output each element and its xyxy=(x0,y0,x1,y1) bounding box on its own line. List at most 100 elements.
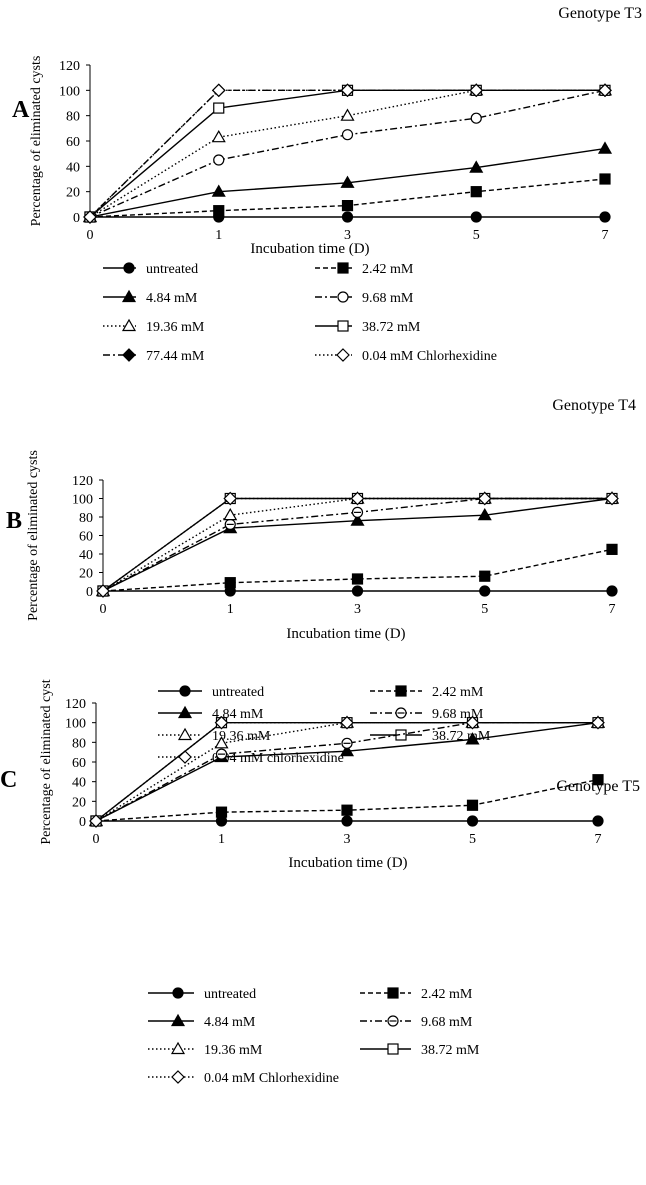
series-0 xyxy=(97,585,618,597)
data-point xyxy=(341,804,353,816)
legend-item: 9.68 mM xyxy=(370,707,484,722)
data-point-shape xyxy=(223,507,238,521)
data-point-shape xyxy=(597,141,613,154)
legend-marker xyxy=(178,750,192,764)
y-tick-label: 20 xyxy=(79,567,93,582)
data-point-shape xyxy=(465,715,480,730)
data-point xyxy=(599,211,611,223)
y-tick-label: 120 xyxy=(59,59,80,74)
legend-marker-shape xyxy=(178,750,192,764)
data-point-shape xyxy=(351,585,364,597)
data-point-shape xyxy=(341,211,354,223)
legend-marker xyxy=(387,1015,399,1027)
legend-marker xyxy=(177,727,193,741)
legend-marker xyxy=(395,685,407,697)
legend-label: 38.72 mM xyxy=(421,1043,480,1058)
data-point-shape xyxy=(341,200,354,212)
data-point-shape xyxy=(592,774,604,786)
data-point-shape xyxy=(465,732,480,745)
data-point xyxy=(215,748,228,760)
legend-marker xyxy=(395,707,407,719)
y-tick-label: 60 xyxy=(66,135,80,150)
data-point-shape xyxy=(213,102,225,114)
data-point-shape xyxy=(211,184,226,197)
data-point xyxy=(470,211,482,223)
data-point xyxy=(211,184,226,197)
y-tick-label: 0 xyxy=(86,585,93,600)
legend-marker xyxy=(336,348,350,362)
x-tick-label: 0 xyxy=(100,602,107,617)
legend-item: 19.36 mM xyxy=(148,1041,263,1058)
chart-panel-a: Genotype T3 A 0 20 40 60 80 100 120 Percentage of… xyxy=(12,5,642,364)
legend-label: 4.84 mM xyxy=(146,291,198,306)
legend-label: 0.04 mM Chlorhexidine xyxy=(204,1071,339,1086)
data-point-shape xyxy=(469,83,484,98)
legend-marker-shape xyxy=(177,705,193,719)
x-tick-label: 5 xyxy=(469,832,476,847)
data-point-shape xyxy=(213,205,225,217)
legend-item: 19.36 mM xyxy=(103,318,205,335)
legend-marker-shape xyxy=(395,685,407,697)
data-point xyxy=(469,83,484,98)
data-point-shape xyxy=(469,160,484,173)
y-tick-label: 100 xyxy=(65,717,86,732)
data-point-shape xyxy=(599,211,611,223)
data-point xyxy=(341,737,353,749)
legend-label: 9.68 mM xyxy=(421,1015,473,1030)
legend-marker xyxy=(337,320,349,332)
legend-marker xyxy=(121,289,137,303)
legend-marker-shape xyxy=(171,1070,185,1084)
legend-label: 0.04 mM chlorhexidine xyxy=(212,751,344,766)
legend-item: 2.42 mM xyxy=(370,685,484,700)
y-tick-label: 100 xyxy=(59,84,80,99)
panel-letter: A xyxy=(12,97,30,123)
data-point xyxy=(214,715,229,730)
data-point-shape xyxy=(340,715,354,730)
y-tick-label: 0 xyxy=(79,815,86,830)
data-point xyxy=(599,173,611,185)
legend-label: 2.42 mM xyxy=(432,685,484,700)
series-7 xyxy=(83,83,612,224)
series-line xyxy=(102,548,613,592)
data-point-shape xyxy=(598,83,612,98)
legend: untreated 2.42 mM 4.84 mM 9.68 mM 19.36 mM 38… xyxy=(103,262,497,364)
data-point xyxy=(606,585,618,597)
data-point xyxy=(350,491,365,506)
x-tick-label: 1 xyxy=(215,228,222,243)
data-point-shape xyxy=(591,715,605,730)
data-point-shape xyxy=(350,513,365,526)
data-point xyxy=(340,108,355,121)
legend-marker xyxy=(387,987,399,999)
data-point xyxy=(592,815,604,827)
legend-label: untreated xyxy=(212,685,264,700)
legend-marker-shape xyxy=(387,1043,399,1055)
legend-marker-shape xyxy=(337,262,349,274)
data-point xyxy=(341,200,354,212)
legend-item: 2.42 mM xyxy=(360,987,473,1002)
data-point xyxy=(224,518,236,531)
legend-label: 2.42 mM xyxy=(362,262,414,277)
data-point-shape xyxy=(606,543,618,555)
data-point xyxy=(340,83,355,98)
data-point xyxy=(96,584,110,598)
legend-marker-shape xyxy=(177,727,193,741)
legend-item: 4.84 mM xyxy=(148,1013,256,1030)
x-tick-label: 7 xyxy=(595,832,602,847)
legend-label: 4.84 mM xyxy=(204,1015,256,1030)
legend-marker xyxy=(123,262,135,274)
legend-marker xyxy=(337,291,349,303)
series-6 xyxy=(89,715,605,828)
legend-marker xyxy=(172,987,184,999)
data-point-shape xyxy=(340,83,355,98)
data-point xyxy=(466,815,479,827)
legend-item: 4.84 mM xyxy=(103,289,198,306)
legend-label: 9.68 mM xyxy=(362,291,414,306)
data-point xyxy=(470,186,482,198)
data-point xyxy=(340,715,354,730)
legend-item: 38.72 mM xyxy=(360,1043,480,1058)
panel-letter: B xyxy=(6,508,22,534)
y-tick-label: 40 xyxy=(79,548,93,563)
legend-item: untreated xyxy=(103,262,198,277)
legend-item: 0.04 mM Chlorhexidine xyxy=(315,348,497,364)
legend-item: 0.04 mM Chlorhexidine xyxy=(148,1070,339,1086)
